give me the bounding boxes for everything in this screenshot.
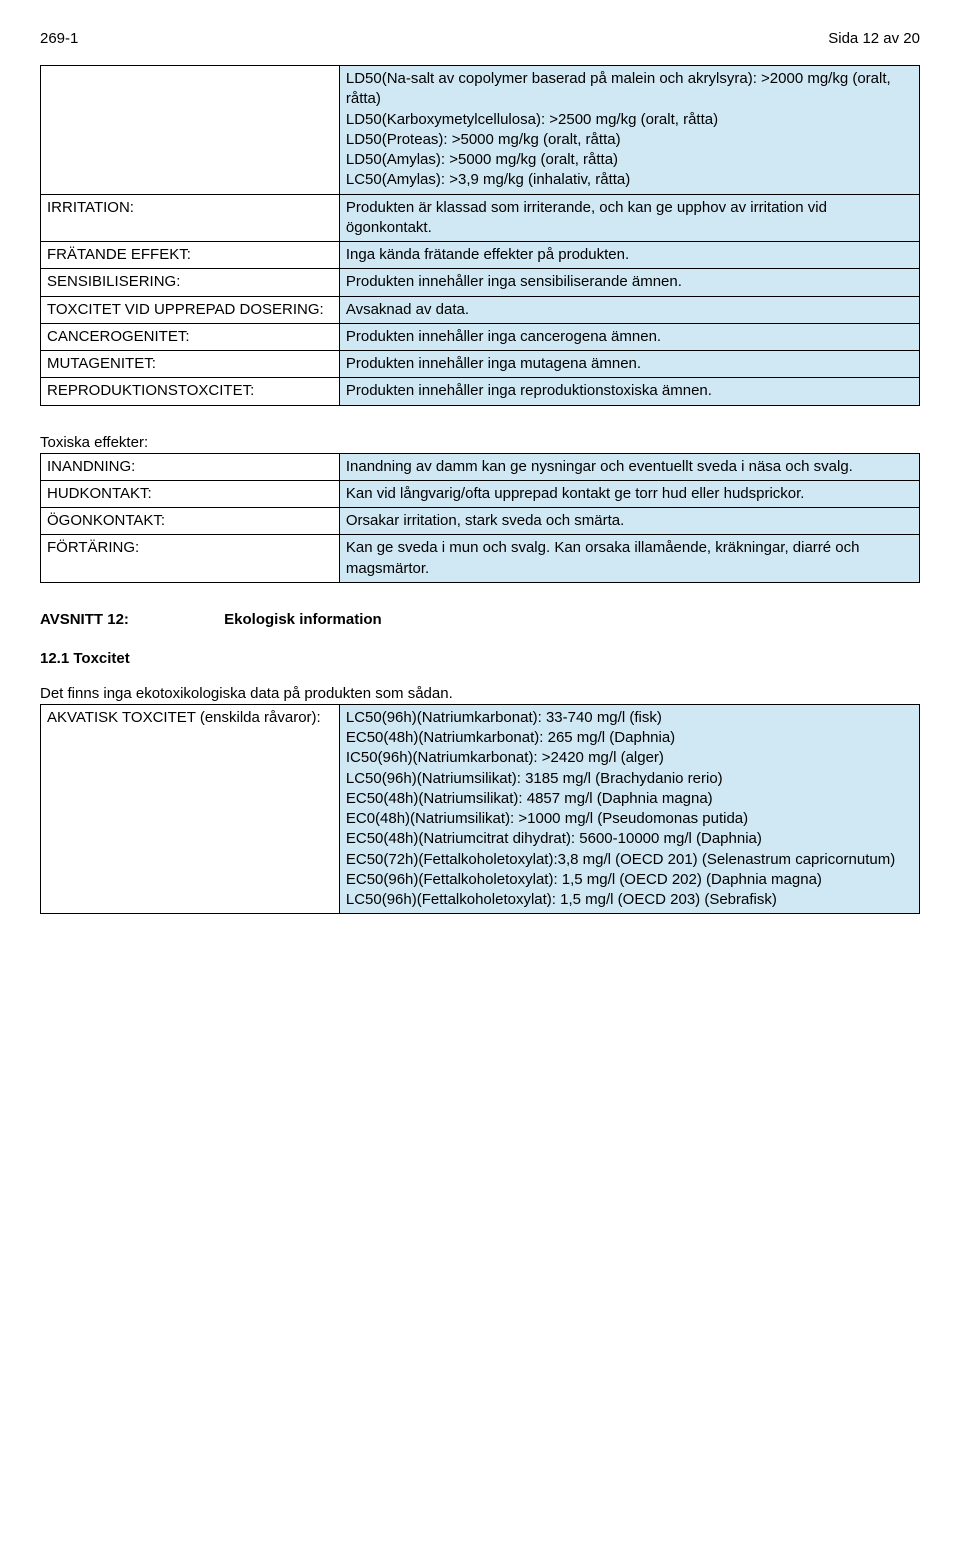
row-label: INANDNING:: [41, 453, 340, 480]
row-value: Inga kända frätande effekter på produkte…: [339, 242, 919, 269]
page-header: 269-1 Sida 12 av 20: [40, 30, 920, 47]
ecotoxicology-table: AKVATISK TOXCITET (enskilda råvaror):LC5…: [40, 704, 920, 915]
row-value: Kan vid långvarig/ofta upprepad kontakt …: [339, 480, 919, 507]
row-label: IRRITATION:: [41, 194, 340, 242]
row-value: LD50(Na-salt av copolymer baserad på mal…: [339, 66, 919, 195]
table-row: HUDKONTAKT:Kan vid långvarig/ofta upprep…: [41, 480, 920, 507]
table-row: TOXCITET VID UPPREPAD DOSERING:Avsaknad …: [41, 296, 920, 323]
row-label: CANCEROGENITET:: [41, 323, 340, 350]
row-value: Avsaknad av data.: [339, 296, 919, 323]
table-row: LD50(Na-salt av copolymer baserad på mal…: [41, 66, 920, 195]
row-label: [41, 66, 340, 195]
subsection-heading: 12.1 Toxcitet: [40, 650, 920, 667]
row-value: Produkten innehåller inga mutagena ämnen…: [339, 351, 919, 378]
row-label: FRÄTANDE EFFEKT:: [41, 242, 340, 269]
row-value: LC50(96h)(Natriumkarbonat): 33-740 mg/l …: [339, 704, 919, 914]
section-title: Ekologisk information: [224, 611, 382, 628]
toxic-effects-intro: Toxiska effekter:: [40, 434, 920, 451]
row-label: MUTAGENITET:: [41, 351, 340, 378]
table-row: ÖGONKONTAKT:Orsakar irritation, stark sv…: [41, 508, 920, 535]
table-row: MUTAGENITET:Produkten innehåller inga mu…: [41, 351, 920, 378]
toxic-effects-table: INANDNING:Inandning av damm kan ge nysni…: [40, 453, 920, 583]
section-label: AVSNITT 12:: [40, 611, 220, 628]
row-value: Inandning av damm kan ge nysningar och e…: [339, 453, 919, 480]
row-value: Produkten innehåller inga reproduktionst…: [339, 378, 919, 405]
table-row: INANDNING:Inandning av damm kan ge nysni…: [41, 453, 920, 480]
row-label: FÖRTÄRING:: [41, 535, 340, 583]
doc-id: 269-1: [40, 30, 78, 47]
row-label: ÖGONKONTAKT:: [41, 508, 340, 535]
table-row: REPRODUKTIONSTOXCITET:Produkten innehåll…: [41, 378, 920, 405]
row-value: Kan ge sveda i mun och svalg. Kan orsaka…: [339, 535, 919, 583]
row-label: SENSIBILISERING:: [41, 269, 340, 296]
table-row: CANCEROGENITET:Produkten innehåller inga…: [41, 323, 920, 350]
row-label: AKVATISK TOXCITET (enskilda råvaror):: [41, 704, 340, 914]
row-label: HUDKONTAKT:: [41, 480, 340, 507]
page-number: Sida 12 av 20: [828, 30, 920, 47]
row-label: REPRODUKTIONSTOXCITET:: [41, 378, 340, 405]
row-value: Produkten innehåller inga cancerogena äm…: [339, 323, 919, 350]
table-row: FÖRTÄRING:Kan ge sveda i mun och svalg. …: [41, 535, 920, 583]
row-value: Produkten innehåller inga sensibiliseran…: [339, 269, 919, 296]
table-row: SENSIBILISERING:Produkten innehåller ing…: [41, 269, 920, 296]
row-value: Orsakar irritation, stark sveda och smär…: [339, 508, 919, 535]
toxicology-table: LD50(Na-salt av copolymer baserad på mal…: [40, 65, 920, 406]
row-label: TOXCITET VID UPPREPAD DOSERING:: [41, 296, 340, 323]
table-row: IRRITATION:Produkten är klassad som irri…: [41, 194, 920, 242]
table-row: FRÄTANDE EFFEKT:Inga kända frätande effe…: [41, 242, 920, 269]
section-heading: AVSNITT 12: Ekologisk information: [40, 611, 920, 628]
table-row: AKVATISK TOXCITET (enskilda råvaror):LC5…: [41, 704, 920, 914]
ecotox-intro: Det finns inga ekotoxikologiska data på …: [40, 685, 920, 702]
row-value: Produkten är klassad som irriterande, oc…: [339, 194, 919, 242]
